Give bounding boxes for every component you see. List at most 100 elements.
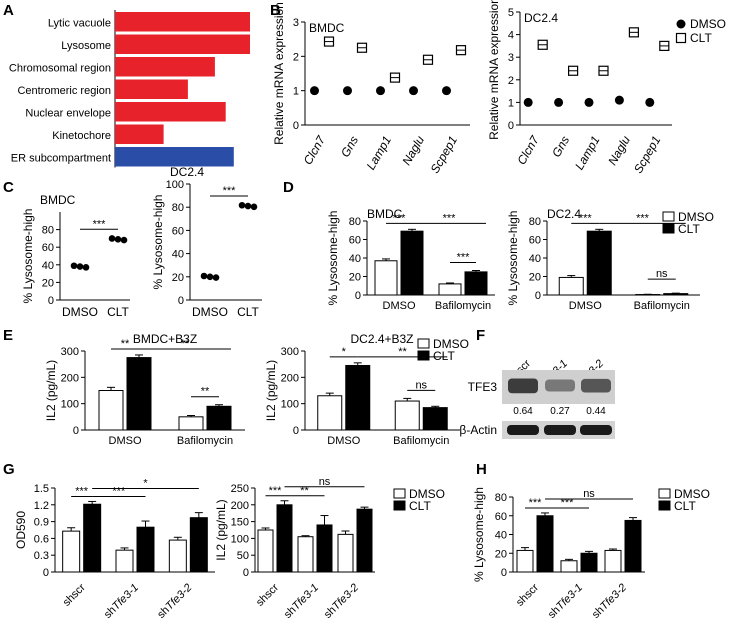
significance-label: *** bbox=[636, 212, 650, 224]
G2-y-tick-label: 100 bbox=[231, 533, 249, 545]
G2-y-tick-label: 250 bbox=[231, 483, 249, 495]
E1-title: BMDC+B3Z bbox=[133, 332, 197, 346]
C1-point bbox=[120, 236, 128, 244]
F-actin-band bbox=[507, 425, 539, 435]
significance-label: * bbox=[143, 477, 148, 489]
H-x-tick-label: shscr bbox=[514, 581, 541, 608]
A-category-label: Chromosomal region bbox=[9, 62, 111, 74]
B1-y-tick-label: 3 bbox=[293, 17, 299, 29]
G2-bar bbox=[316, 524, 333, 573]
E1-bar bbox=[178, 416, 204, 431]
H-bar bbox=[560, 560, 578, 573]
B2-point-dmso bbox=[554, 97, 564, 107]
G1-bar bbox=[115, 549, 134, 573]
B1-x-tick-label: Scpep1 bbox=[428, 134, 460, 176]
significance-label: *** bbox=[223, 185, 237, 197]
G1-y-tick-label: 0.9 bbox=[34, 517, 49, 529]
D2-y-tick-label: 0 bbox=[535, 290, 541, 302]
G2-bar bbox=[276, 504, 293, 573]
F-tfe3-band bbox=[508, 378, 538, 394]
G1-x-tick-label: shscr bbox=[61, 581, 88, 608]
A-category-label: Lysosome bbox=[61, 40, 111, 52]
G1-y-tick-label: 1.5 bbox=[34, 483, 49, 495]
C2-y-tick-label: 100 bbox=[166, 179, 184, 191]
E2-y-tick-label: 300 bbox=[281, 346, 299, 358]
G1-y-tick-label: 0.6 bbox=[34, 533, 49, 545]
significance-label: ns bbox=[583, 488, 595, 500]
E1-y-axis-label: IL2 (pg/mL) bbox=[44, 360, 58, 421]
D1-y-tick-label: 40 bbox=[349, 253, 361, 265]
G2-bar bbox=[356, 508, 373, 573]
E1-bar bbox=[126, 357, 152, 431]
B1-x-tick-label: Gns bbox=[338, 134, 361, 160]
F-protein-label-actin: β-Actin bbox=[459, 423, 497, 437]
panel-label: A bbox=[3, 2, 14, 19]
D1-bar bbox=[374, 260, 398, 296]
B1-y-tick-label: 1 bbox=[293, 86, 299, 98]
legend-label-dmso: DMSO bbox=[674, 487, 710, 501]
G2-y-tick-label: 50 bbox=[237, 550, 249, 562]
G1-bar bbox=[83, 503, 102, 573]
H-y-tick-label: 40 bbox=[495, 530, 507, 542]
A-bar bbox=[115, 12, 250, 32]
B1-y-axis-label: Relative mRNA expression bbox=[272, 2, 286, 145]
G1-x-tick-label: shTfe3-2 bbox=[155, 582, 194, 621]
F-protein-label-tfe3: TFE3 bbox=[468, 380, 498, 394]
C2-title: DC2.4 bbox=[170, 165, 204, 179]
E2-bar bbox=[394, 400, 420, 431]
A-category-label: Lytic vacuole bbox=[48, 17, 111, 29]
C1-point bbox=[82, 264, 90, 271]
B1-point-dmso bbox=[376, 86, 385, 96]
D1-title: BMDC bbox=[367, 207, 403, 221]
F-tfe3-band bbox=[581, 378, 611, 393]
significance-label: *** bbox=[443, 212, 457, 224]
A-bar bbox=[115, 124, 164, 144]
legend-swatch-dmso bbox=[662, 211, 675, 222]
F-actin-band bbox=[580, 425, 612, 435]
H-bar bbox=[580, 552, 598, 573]
D2-y-axis-label: % Lysosome-high bbox=[506, 211, 520, 306]
C2-y-tick-label: 0 bbox=[178, 295, 184, 307]
D1-bar bbox=[438, 283, 462, 296]
G1-y-tick-label: 0 bbox=[43, 567, 49, 579]
significance-label: ns bbox=[415, 379, 427, 391]
H-bar bbox=[516, 549, 534, 573]
legend-swatch-dmso bbox=[393, 488, 406, 499]
E1-y-tick-label: 300 bbox=[61, 346, 79, 358]
H-y-tick-label: 80 bbox=[495, 492, 507, 504]
H-y-tick-label: 20 bbox=[495, 548, 507, 560]
D2-y-tick-label: 20 bbox=[529, 272, 541, 284]
D1-y-tick-label: 20 bbox=[349, 272, 361, 284]
B2-y-tick-label: 3 bbox=[508, 52, 514, 64]
A-bar bbox=[115, 102, 226, 122]
D2-x-tick-label: DMSO bbox=[569, 300, 602, 312]
D1-bar bbox=[464, 271, 488, 296]
G1-bar bbox=[62, 530, 81, 573]
H-y-tick-label: 60 bbox=[495, 511, 507, 523]
panel-label: C bbox=[3, 179, 14, 196]
C1-y-tick-label: 60 bbox=[42, 242, 54, 254]
E2-y-tick-label: 0 bbox=[293, 425, 299, 437]
significance-label: *** bbox=[457, 251, 471, 263]
legend-swatch-clt bbox=[417, 350, 430, 361]
C1-point bbox=[108, 235, 116, 242]
G2-bar bbox=[337, 533, 354, 573]
E1-y-tick-label: 0 bbox=[73, 425, 79, 437]
A-bar bbox=[115, 79, 188, 99]
significance-label: *** bbox=[561, 497, 575, 509]
C2-x-tick-label: CLT bbox=[237, 305, 259, 319]
D1-y-axis-label: % Lysosome-high bbox=[326, 211, 340, 306]
panel-label: E bbox=[3, 327, 13, 344]
G1-y-tick-label: 1.2 bbox=[34, 500, 49, 512]
C2-point bbox=[250, 203, 258, 211]
H-bar bbox=[624, 519, 642, 573]
F-actin-band bbox=[544, 425, 576, 435]
F-quant-value: 0.27 bbox=[550, 406, 570, 417]
B2-y-tick-label: 1 bbox=[508, 97, 514, 109]
significance-label: ** bbox=[398, 346, 407, 358]
significance-label: *** bbox=[579, 212, 593, 224]
C1-point bbox=[70, 262, 78, 270]
C1-y-tick-label: 40 bbox=[42, 260, 54, 272]
B2-y-tick-label: 5 bbox=[508, 7, 514, 19]
